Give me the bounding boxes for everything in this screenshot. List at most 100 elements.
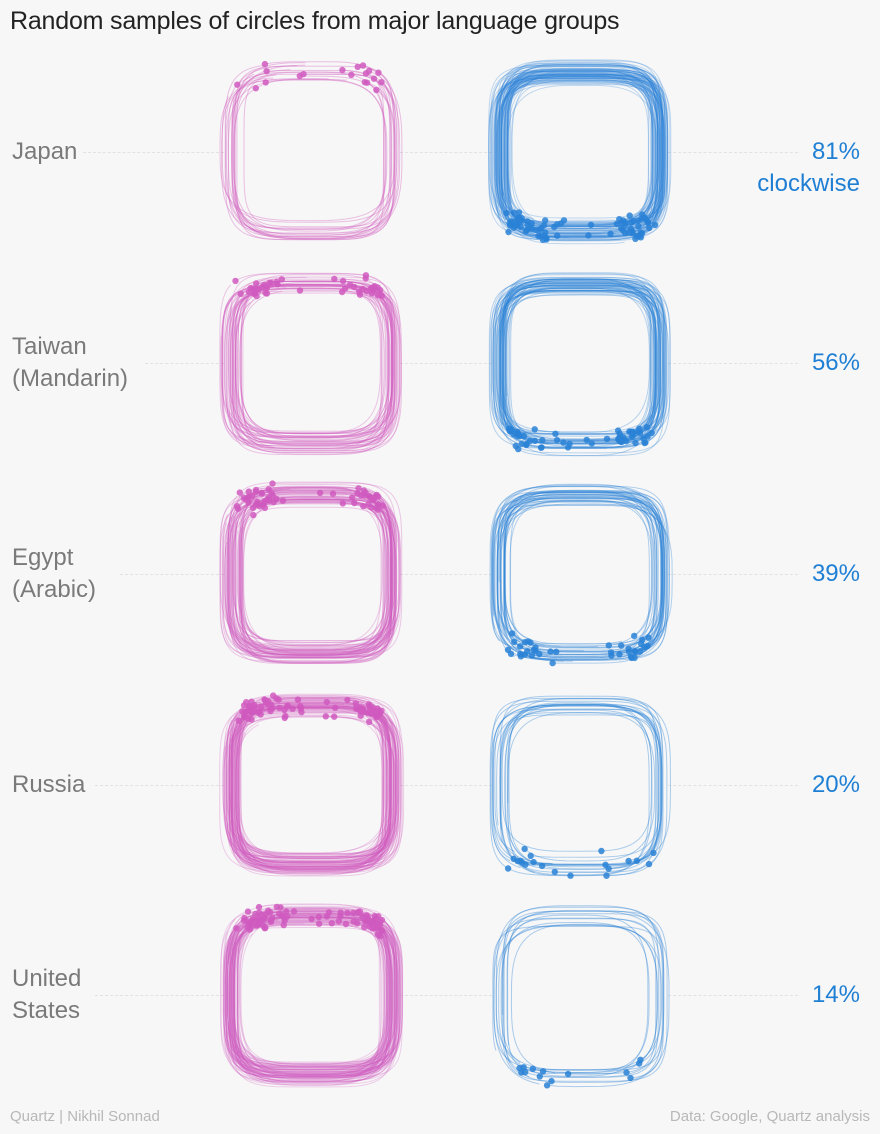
row-united-states: United States 14%	[0, 0, 880, 1089]
start-point	[265, 486, 272, 493]
stroke-path	[235, 918, 396, 1067]
start-point	[539, 436, 546, 444]
clockwise-percent: 14%	[812, 979, 860, 1011]
start-point	[348, 71, 355, 78]
start-point	[517, 650, 524, 658]
start-point	[236, 489, 243, 496]
stroke-path	[233, 926, 392, 1068]
percent-suffix: clockwise	[757, 170, 860, 197]
start-point	[650, 849, 657, 857]
stroke-path	[226, 914, 389, 1071]
start-point	[618, 642, 625, 649]
stroke-path	[502, 70, 653, 226]
start-point	[361, 924, 368, 931]
start-point	[244, 908, 252, 915]
start-point	[245, 288, 253, 296]
stroke-path	[499, 70, 662, 238]
start-point	[633, 857, 640, 864]
start-point	[241, 712, 248, 719]
start-point	[528, 652, 536, 659]
start-point	[371, 919, 378, 926]
stroke-path	[504, 76, 658, 219]
row-egypt-arabic: Egypt (Arabic) 39%	[0, 0, 880, 667]
stroke-path	[224, 923, 394, 1071]
guide-line	[668, 152, 798, 153]
stroke-path	[495, 286, 664, 433]
stroke-path	[231, 708, 384, 870]
start-point	[374, 506, 382, 513]
percent-value: 81%	[811, 138, 860, 165]
start-point	[369, 496, 376, 504]
stroke-path	[240, 499, 389, 653]
start-point	[363, 79, 371, 86]
stroke-path	[227, 910, 398, 1076]
stroke-path	[491, 697, 663, 866]
start-point	[315, 920, 323, 927]
start-point	[360, 503, 367, 510]
start-point	[252, 910, 259, 918]
stroke-path	[499, 702, 653, 876]
row-label: Egypt (Arabic)	[12, 542, 96, 606]
start-point	[524, 218, 531, 225]
stroke-path	[231, 700, 390, 870]
start-point	[370, 287, 377, 294]
stroke-path	[232, 918, 396, 1071]
start-point	[607, 649, 615, 656]
start-point	[316, 489, 324, 497]
stroke-path	[239, 496, 393, 656]
start-point	[587, 221, 595, 228]
start-point	[329, 490, 337, 497]
stroke-path	[237, 707, 383, 855]
start-point	[339, 500, 346, 507]
row-label-line: Russia	[12, 771, 86, 798]
guide-line	[400, 363, 492, 364]
stroke-path	[233, 285, 382, 449]
stroke-path	[503, 913, 665, 1079]
stroke-path	[502, 285, 661, 449]
counterclockwise-panel	[219, 272, 403, 456]
start-point	[339, 66, 346, 74]
start-point	[315, 913, 322, 921]
guide-line	[120, 574, 224, 575]
start-point	[278, 276, 285, 283]
stroke-path	[233, 498, 396, 659]
start-point	[645, 634, 652, 641]
stroke-path	[500, 703, 650, 877]
stroke-path	[491, 494, 664, 661]
start-point	[374, 931, 381, 938]
stroke-path	[225, 488, 395, 662]
stroke-path	[492, 289, 662, 435]
stroke-path	[501, 281, 652, 436]
stroke-path	[496, 78, 660, 226]
clockwise-panel	[488, 59, 672, 245]
start-point	[620, 434, 627, 441]
row-japan: Japan 81% clockwise	[0, 0, 880, 245]
stroke-path	[232, 285, 396, 445]
stroke-path	[501, 69, 664, 226]
stroke-path	[231, 705, 384, 872]
start-point	[296, 72, 303, 80]
stroke-path	[493, 910, 670, 1088]
stroke-path	[228, 285, 390, 435]
start-point	[252, 486, 260, 494]
stroke-path	[228, 920, 390, 1065]
stroke-path	[231, 924, 399, 1069]
start-point	[269, 705, 276, 712]
start-point	[269, 492, 277, 499]
stroke-path	[494, 71, 658, 223]
stroke-path	[507, 712, 656, 862]
start-point	[322, 713, 329, 720]
stroke-path	[223, 920, 398, 1073]
stroke-path	[234, 65, 394, 238]
start-point	[588, 440, 595, 447]
stroke-path	[511, 69, 659, 230]
stroke-path	[229, 911, 386, 1076]
stroke-path	[238, 489, 388, 652]
start-point	[245, 499, 252, 506]
stroke-path	[238, 499, 388, 646]
stroke-path	[241, 489, 393, 663]
stroke-path	[500, 78, 652, 226]
stroke-path	[230, 700, 385, 867]
stroke-path	[500, 288, 654, 445]
start-point	[645, 860, 653, 868]
